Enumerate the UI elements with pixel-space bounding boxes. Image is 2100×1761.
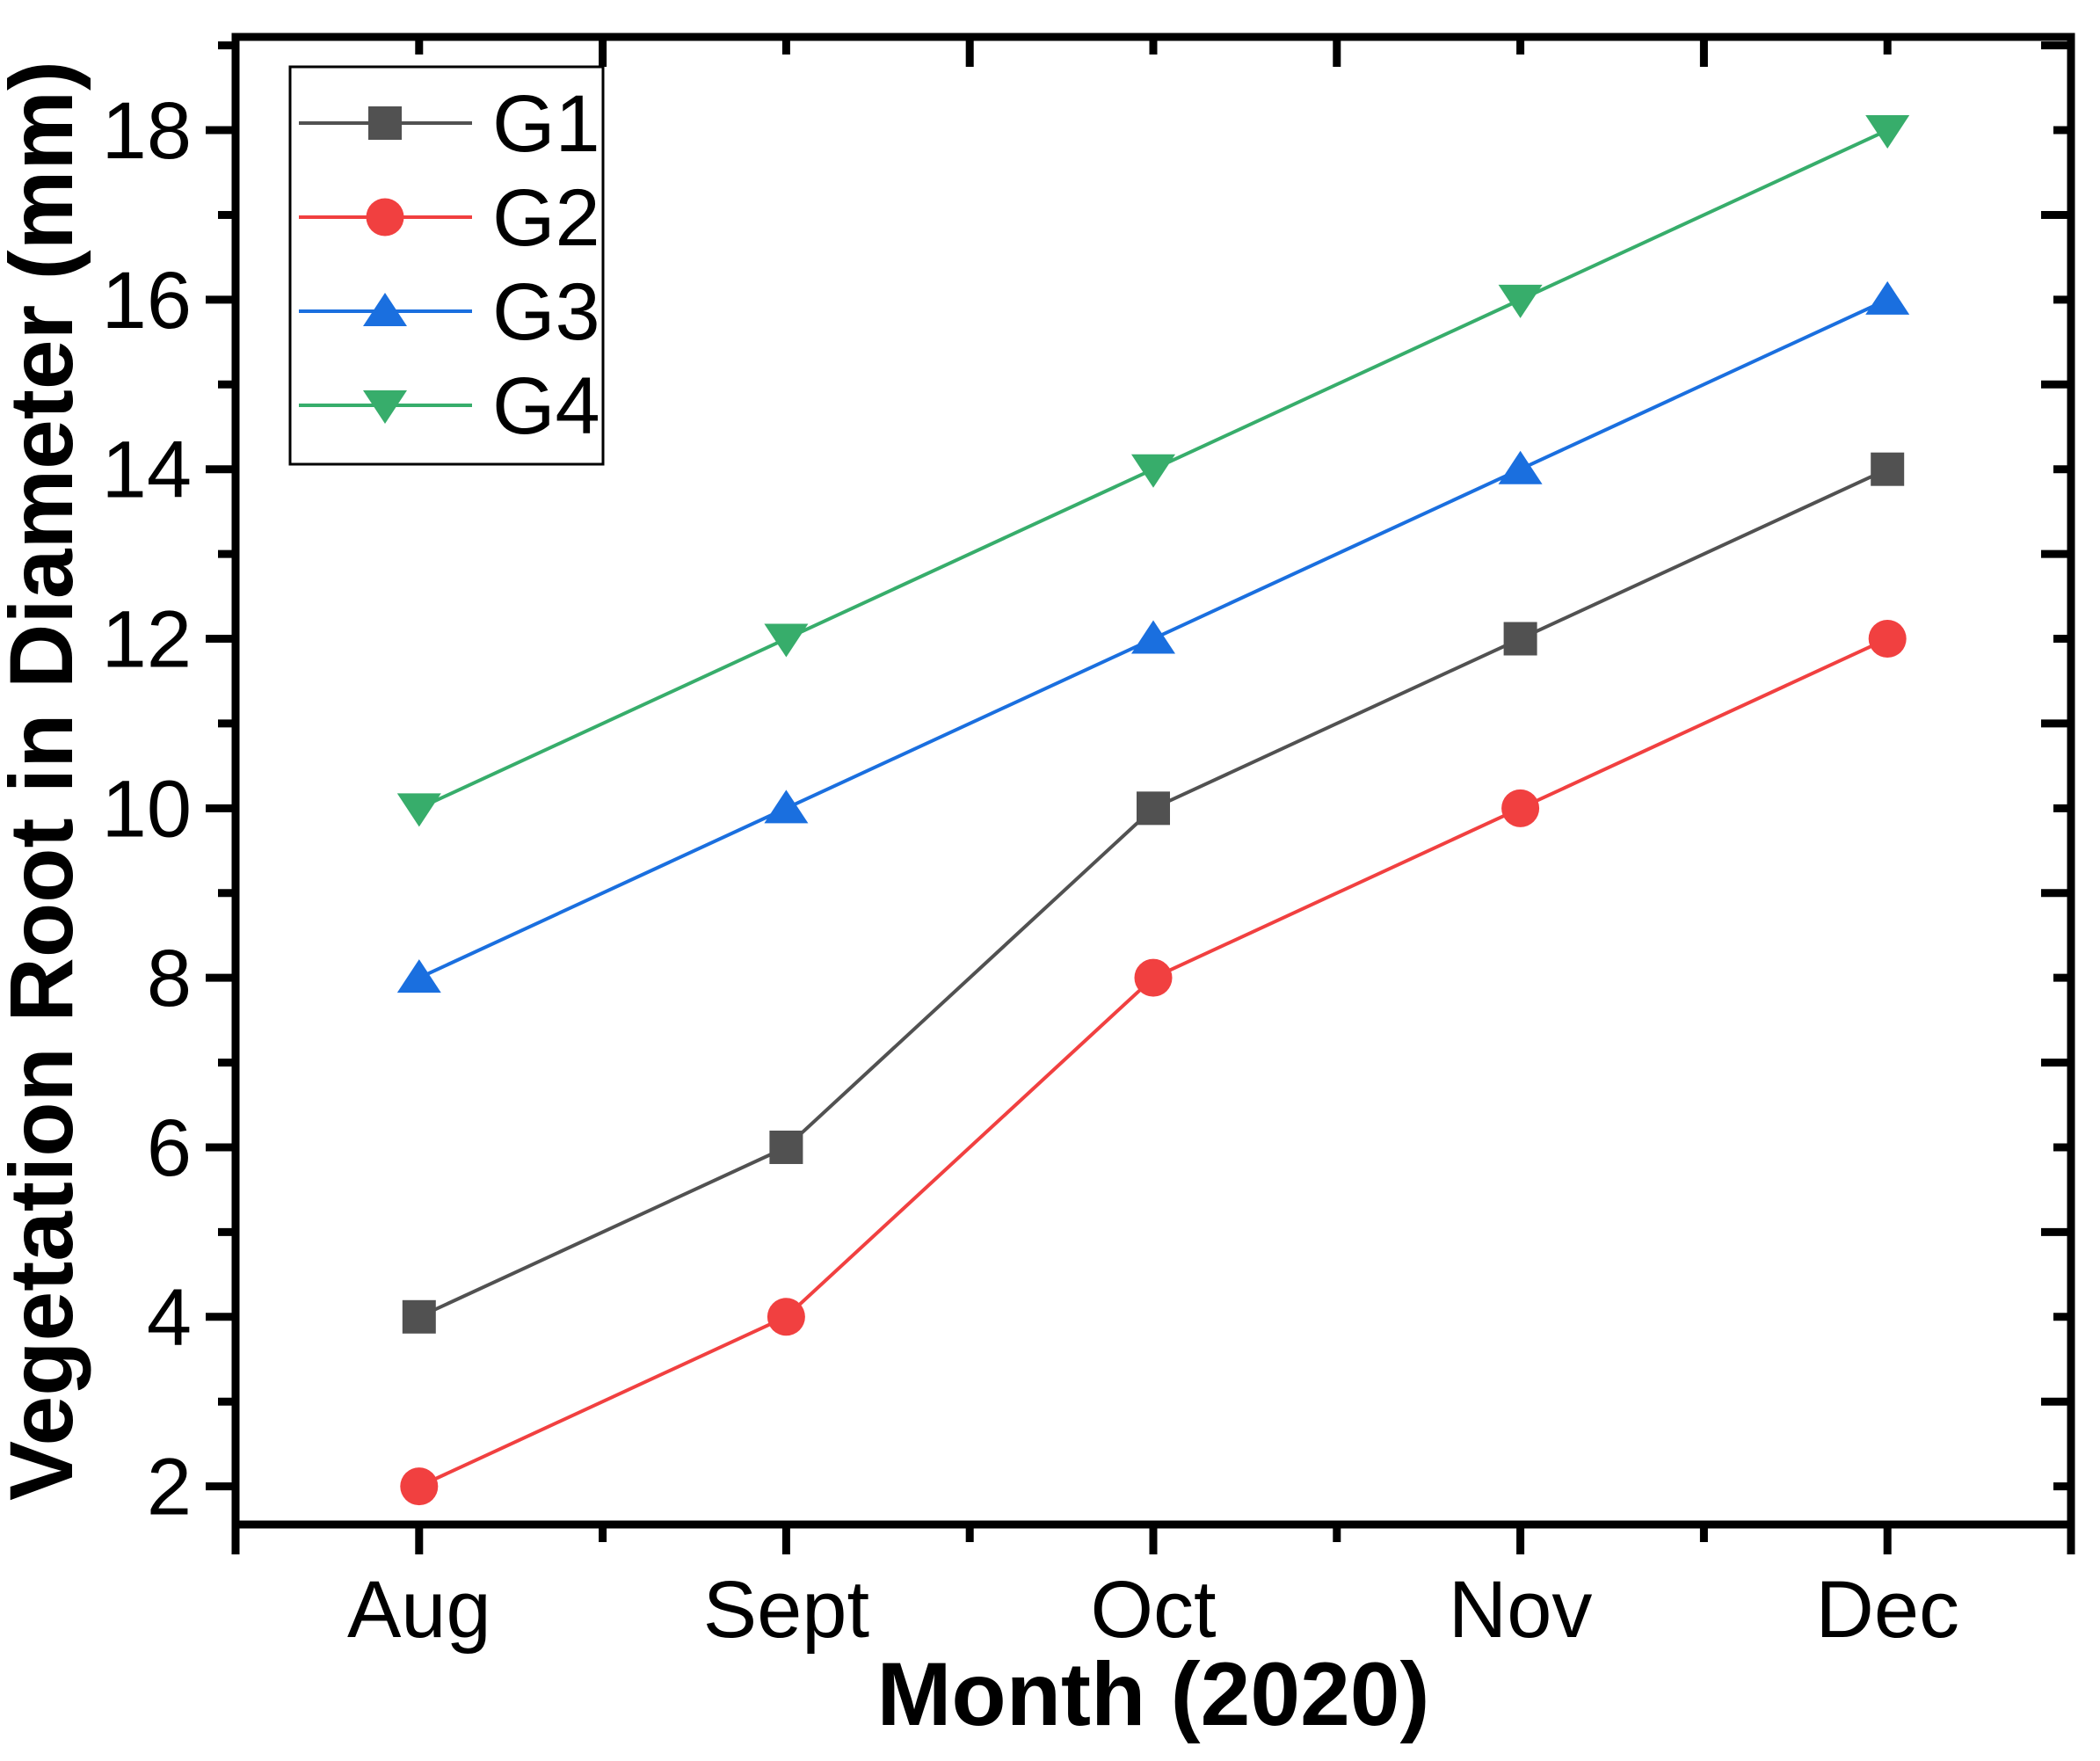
marker-G3-Nov	[1498, 450, 1543, 484]
series-G2	[400, 620, 1907, 1506]
y-axis-title: Vegetation Root in Diameter (mm)	[0, 61, 91, 1501]
legend-entry-G2: G2	[299, 173, 600, 263]
series-G4	[396, 115, 1910, 827]
x-tick-label: Dec	[1815, 1565, 1959, 1655]
legend-marker-G1	[368, 106, 402, 140]
legend-entry-G4: G4	[299, 361, 600, 451]
marker-G3-Oct	[1131, 620, 1175, 654]
marker-G1-Sept	[769, 1130, 803, 1164]
marker-G2-Sept	[767, 1298, 805, 1336]
legend-label-G2: G2	[492, 173, 600, 263]
x-tick-label: Aug	[347, 1565, 491, 1655]
series-line-G2	[418, 637, 1889, 1488]
x-axis-title: Month (2020)	[876, 1644, 1429, 1744]
x-tick-label: Oct	[1090, 1565, 1216, 1655]
marker-G2-Aug	[400, 1467, 439, 1506]
marker-G1-Aug	[402, 1299, 436, 1334]
axes	[206, 33, 2075, 1554]
marker-G4-Sept	[764, 623, 809, 658]
marker-G4-Dec	[1865, 115, 1910, 149]
marker-G3-Dec	[1865, 280, 1910, 315]
marker-G1-Dec	[1871, 452, 1905, 486]
y-tick-label: 2	[147, 1443, 192, 1532]
marker-G2-Oct	[1134, 958, 1173, 997]
marker-G2-Nov	[1501, 789, 1540, 827]
series-line-G1	[418, 467, 1889, 1319]
x-tick-label: Nov	[1449, 1565, 1593, 1655]
y-tick-label: 14	[102, 426, 192, 515]
marker-G1-Oct	[1137, 791, 1170, 826]
marker-G4-Aug	[396, 793, 441, 827]
legend-marker-G4	[363, 390, 407, 424]
series-G1	[402, 452, 1905, 1334]
tick-labels: 2 4 6 8 10 12 14 16 18 Aug Sept Oct Nov Dec	[102, 86, 1959, 1655]
legend-entry-G1: G1	[299, 79, 600, 169]
legend-entry-G3: G3	[299, 267, 600, 357]
legend-label-G4: G4	[492, 361, 600, 451]
legend-box	[288, 65, 605, 466]
marker-G3-Aug	[396, 959, 441, 993]
marker-G1-Nov	[1503, 622, 1537, 656]
legend-label-G3: G3	[492, 267, 600, 357]
marker-G4-Nov	[1498, 284, 1543, 318]
y-tick-label: 18	[102, 86, 192, 176]
legend-marker-G3	[363, 293, 407, 326]
y-tick-label: 6	[147, 1103, 192, 1193]
marker-G4-Oct	[1131, 454, 1175, 488]
marker-G2-Dec	[1868, 620, 1907, 659]
y-tick-label: 8	[147, 934, 192, 1023]
x-tick-label: Sept	[703, 1565, 869, 1655]
series-G3	[396, 280, 1910, 993]
legend-marker-G2	[366, 198, 404, 236]
data-series	[396, 115, 1910, 1506]
y-tick-label: 10	[102, 764, 192, 854]
legend-label-G1: G1	[492, 79, 600, 169]
marker-G3-Sept	[764, 790, 809, 824]
y-tick-label: 12	[102, 595, 192, 685]
y-tick-label: 16	[102, 256, 192, 346]
y-tick-label: 4	[147, 1273, 192, 1363]
